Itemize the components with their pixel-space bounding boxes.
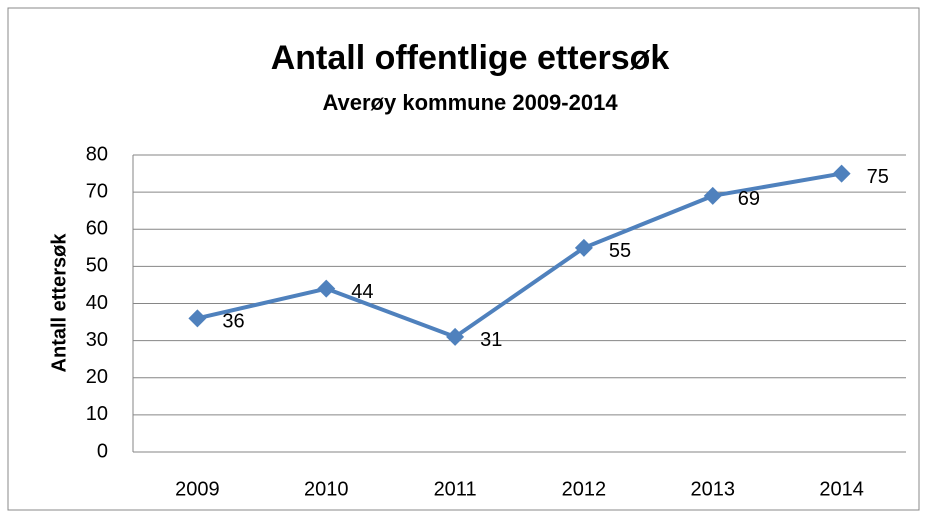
marker <box>317 279 336 298</box>
x-tick-label: 2012 <box>562 478 607 500</box>
data-label: 31 <box>480 329 502 351</box>
y-tick-label: 40 <box>86 292 108 314</box>
y-tick-label: 70 <box>86 180 108 202</box>
chart-title: Antall offentlige ettersøk <box>271 39 670 77</box>
x-tick-label: 2010 <box>304 478 349 500</box>
y-tick-label: 20 <box>86 366 108 388</box>
data-label: 44 <box>351 281 373 303</box>
marker <box>574 238 593 257</box>
x-tick-label: 2014 <box>819 478 864 500</box>
y-tick-label: 80 <box>86 143 108 165</box>
marker <box>446 327 465 346</box>
y-tick-label: 10 <box>86 403 108 425</box>
x-tick-label: 2013 <box>691 478 736 500</box>
y-axis-label: Antall ettersøk <box>48 233 70 373</box>
marker <box>703 186 722 205</box>
marker <box>188 309 207 328</box>
data-label: 55 <box>609 240 631 262</box>
y-tick-label: 60 <box>86 218 108 240</box>
x-tick-label: 2011 <box>434 478 477 500</box>
chart-border <box>7 7 920 511</box>
y-tick-label: 30 <box>86 329 108 351</box>
data-label: 69 <box>738 188 760 210</box>
chart-subtitle: Averøy kommune 2009-2014 <box>322 90 618 115</box>
data-label: 75 <box>867 166 889 188</box>
x-tick-label: 2009 <box>175 478 220 500</box>
y-tick-label: 0 <box>97 440 108 462</box>
y-tick-label: 50 <box>86 255 108 277</box>
line <box>196 171 842 339</box>
data-label: 36 <box>222 311 244 333</box>
marker <box>832 164 851 183</box>
